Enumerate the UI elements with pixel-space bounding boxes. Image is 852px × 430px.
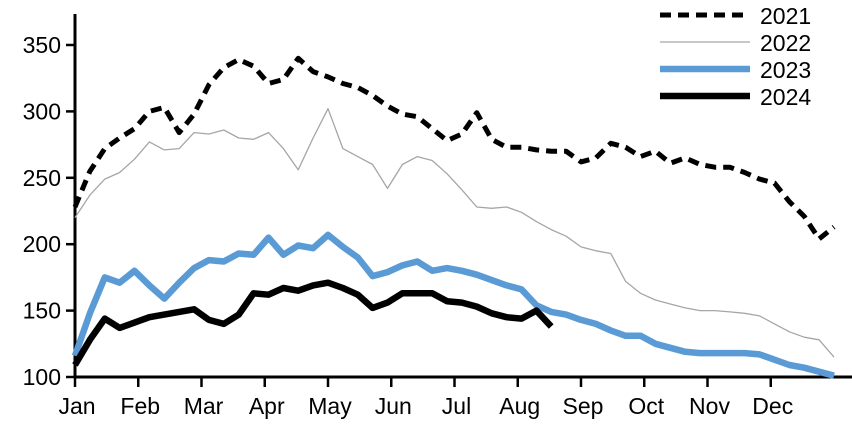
y-tick-label: 200 [23, 231, 61, 257]
legend-label-2022: 2022 [760, 30, 811, 56]
x-tick-label: Oct [628, 393, 664, 419]
series-line-2023 [71, 231, 835, 379]
y-tick-label: 100 [23, 364, 61, 390]
y-tick-label: 150 [23, 298, 61, 324]
x-tick-label: May [308, 393, 352, 419]
x-tick-label: Sep [563, 393, 604, 419]
y-tick-label: 300 [23, 98, 61, 124]
x-tick-label: Aug [499, 393, 540, 419]
x-tick-label: Nov [689, 393, 730, 419]
x-tick-label: Jan [58, 393, 95, 419]
series-line-2021 [72, 55, 836, 242]
x-tick-label: Jul [442, 393, 471, 419]
series-line-2022 [74, 108, 835, 358]
x-tick-label: Jun [375, 393, 412, 419]
legend-label-2023: 2023 [760, 57, 811, 83]
y-tick-label: 250 [23, 165, 61, 191]
series-line-2024 [72, 279, 554, 367]
y-tick-label: 350 [23, 32, 61, 58]
x-tick-label: Dec [752, 393, 793, 419]
legend-label-2021: 2021 [760, 3, 811, 29]
x-tick-label: Feb [120, 393, 160, 419]
legend-label-2024: 2024 [760, 84, 811, 110]
x-tick-label: Apr [249, 393, 285, 419]
x-tick-label: Mar [184, 393, 224, 419]
